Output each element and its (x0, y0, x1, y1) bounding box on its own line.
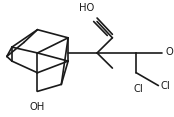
Text: Cl: Cl (133, 84, 143, 94)
Text: OH: OH (30, 102, 45, 112)
Text: O: O (165, 47, 173, 57)
Text: Cl: Cl (160, 81, 170, 91)
Text: HO: HO (79, 3, 94, 13)
